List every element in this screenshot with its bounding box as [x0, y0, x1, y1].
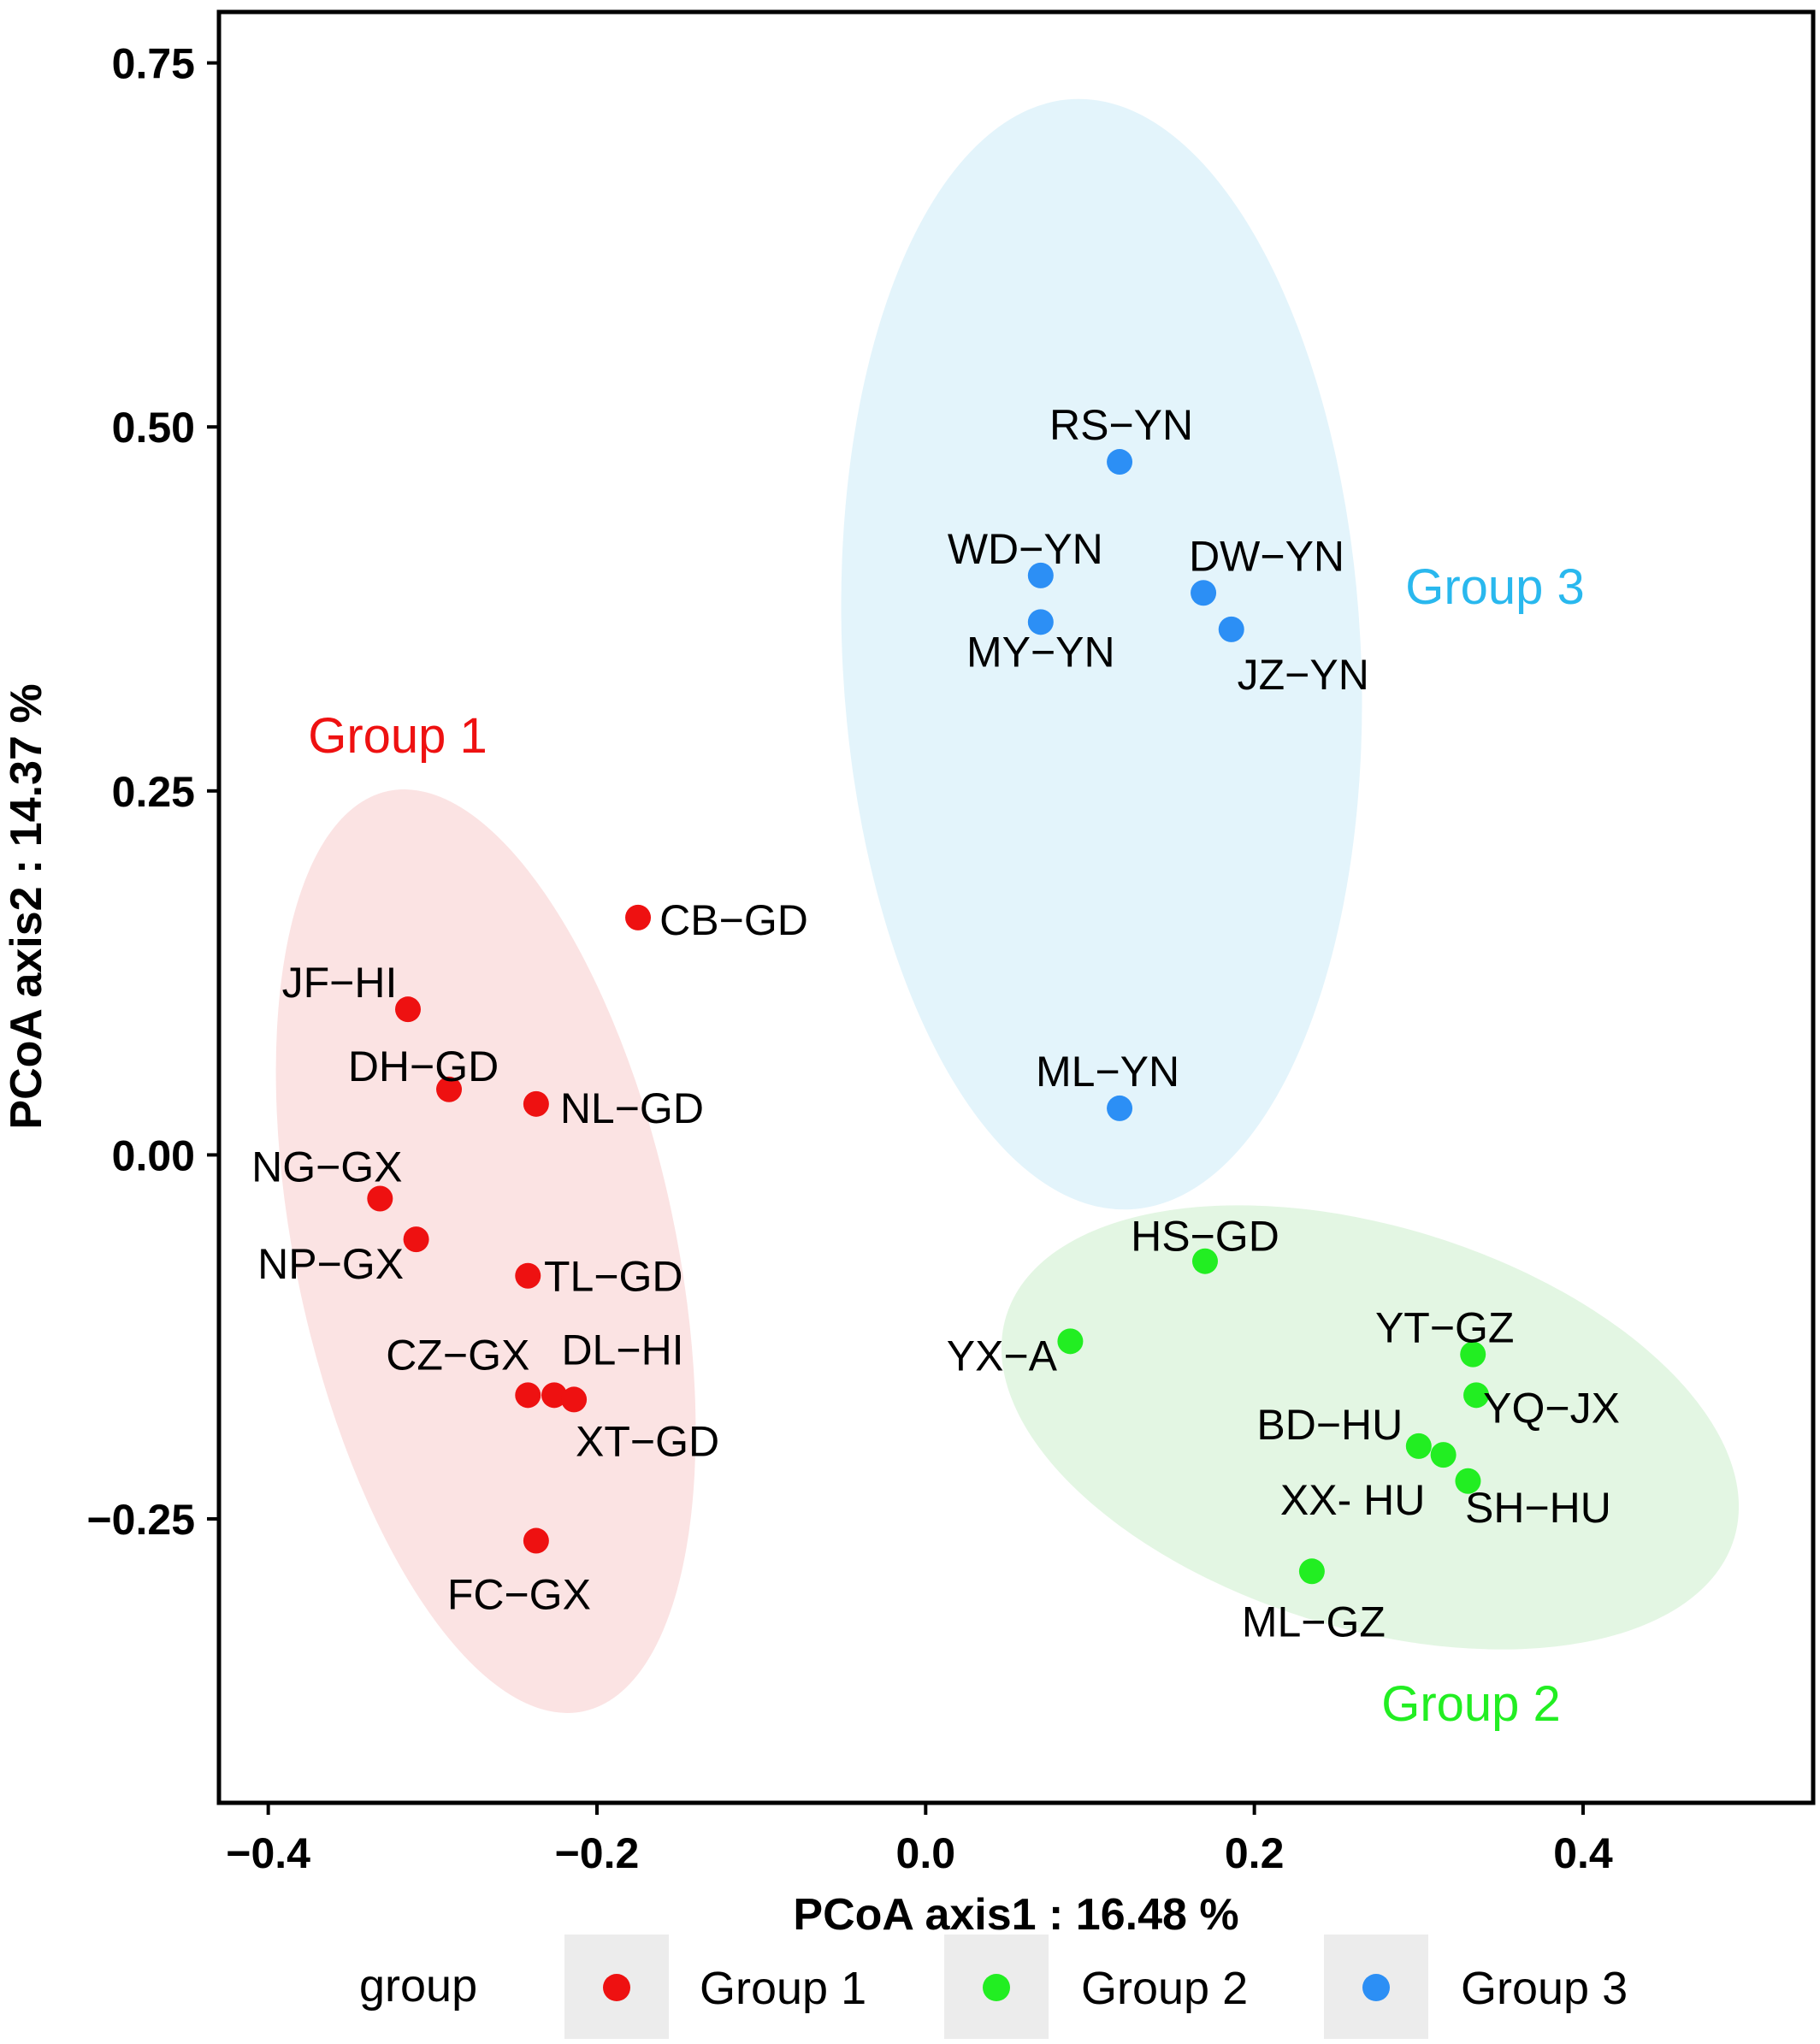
point-label: YT−GZ [1375, 1304, 1515, 1352]
point-label: BD−HU [1256, 1401, 1403, 1449]
group-ellipses [275, 98, 1740, 1713]
point-label: XX- HU [1280, 1476, 1425, 1524]
point-label: ML−GZ [1242, 1598, 1386, 1645]
point-label: WD−YN [948, 525, 1103, 573]
x-tick-label: 0.4 [1553, 1829, 1613, 1877]
point-label: MY−YN [966, 628, 1115, 676]
point-label: XT−GD [576, 1417, 719, 1465]
data-point-group-3 [1107, 449, 1133, 476]
point-label: NP−GX [257, 1240, 404, 1288]
plot-frame [216, 9, 1816, 1805]
y-tick-label: 0.00 [112, 1131, 195, 1179]
legend-key-group-3 [1362, 1974, 1390, 2001]
data-point-group-2 [1057, 1328, 1084, 1355]
legend: group Group 1 Group 2 Group 3 [359, 1935, 1628, 2039]
data-point-group-1 [561, 1386, 588, 1413]
data-point-group-3 [1027, 609, 1054, 635]
data-point-group-2 [1455, 1468, 1481, 1494]
data-point-group-1 [403, 1226, 429, 1253]
legend-label-group-2: Group 2 [1081, 1963, 1248, 2014]
x-tick-label: −0.2 [555, 1829, 640, 1877]
x-axis-ticks: −0.4 −0.2 0.0 0.2 0.4 [226, 1803, 1613, 1877]
ellipse-group-2 [1001, 1205, 1740, 1650]
point-label: JF−HI [282, 959, 398, 1007]
data-point-group-1 [515, 1262, 541, 1289]
point-label: NG−GX [251, 1143, 402, 1190]
point-label: SH−HU [1465, 1484, 1611, 1532]
y-tick-label: 0.75 [112, 40, 195, 88]
annotation-group-2: Group 2 [1381, 1676, 1561, 1732]
point-label: YX−A [947, 1332, 1058, 1379]
point-label: JZ−YN [1238, 651, 1369, 699]
data-point-group-1 [625, 904, 652, 930]
legend-label-group-3: Group 3 [1461, 1963, 1628, 2014]
legend-key-group-2 [983, 1974, 1010, 2001]
data-point-group-2 [1463, 1382, 1490, 1409]
data-point-group-1 [523, 1090, 549, 1117]
ellipse-group-3 [841, 98, 1362, 1210]
y-tick-label: 0.50 [112, 404, 195, 452]
point-label: NL−GD [560, 1084, 704, 1132]
point-label: DH−GD [348, 1043, 499, 1090]
data-point-group-2 [1298, 1558, 1325, 1585]
x-axis-title: PCoA axis1 : 16.48 % [793, 1890, 1238, 1940]
y-tick-label: 0.25 [112, 768, 195, 816]
point-label: CB−GD [659, 896, 808, 944]
point-label: DW−YN [1189, 532, 1344, 580]
data-points [367, 449, 1490, 1585]
point-label: DL−HI [561, 1326, 683, 1373]
point-labels: CB−GD JF−HI DH−GD NL−GD NG−GX NP−GX TL−GD CZ−GX… [251, 401, 1620, 1645]
data-point-group-2 [1460, 1341, 1486, 1368]
legend-key-group-1 [603, 1974, 630, 2001]
legend-title: group [359, 1960, 477, 2012]
data-point-group-1 [394, 996, 421, 1023]
y-axis-title: PCoA axis2 : 14.37 % [2, 683, 51, 1129]
data-point-group-3 [1107, 1095, 1133, 1121]
data-point-group-1 [523, 1527, 549, 1554]
data-point-group-1 [541, 1382, 568, 1409]
x-tick-label: 0.0 [896, 1829, 956, 1877]
x-tick-label: 0.2 [1225, 1829, 1285, 1877]
data-point-group-1 [436, 1076, 463, 1102]
data-point-group-2 [1405, 1433, 1432, 1459]
point-label: TL−GD [544, 1253, 683, 1301]
data-point-group-3 [1218, 616, 1244, 642]
x-tick-label: −0.4 [226, 1829, 310, 1877]
point-label: ML−YN [1036, 1048, 1179, 1096]
legend-label-group-1: Group 1 [700, 1963, 866, 2014]
data-point-group-3 [1027, 562, 1054, 588]
data-point-group-2 [1191, 1248, 1218, 1274]
ellipse-group-1 [275, 789, 696, 1713]
point-label: FC−GX [447, 1571, 591, 1619]
data-point-group-1 [515, 1382, 541, 1409]
annotation-group-1: Group 1 [308, 708, 488, 764]
annotation-group-3: Group 3 [1405, 559, 1585, 615]
point-label: HS−GD [1131, 1213, 1279, 1261]
data-point-group-2 [1430, 1442, 1457, 1468]
point-label: RS−YN [1049, 401, 1193, 449]
data-point-group-3 [1191, 580, 1217, 606]
point-label: CZ−GX [386, 1331, 529, 1379]
point-label: YQ−JX [1483, 1384, 1620, 1432]
y-tick-label: −0.25 [86, 1496, 195, 1544]
y-axis-ticks: 0.75 0.50 0.25 0.00 −0.25 [86, 40, 219, 1544]
data-point-group-1 [367, 1185, 393, 1212]
